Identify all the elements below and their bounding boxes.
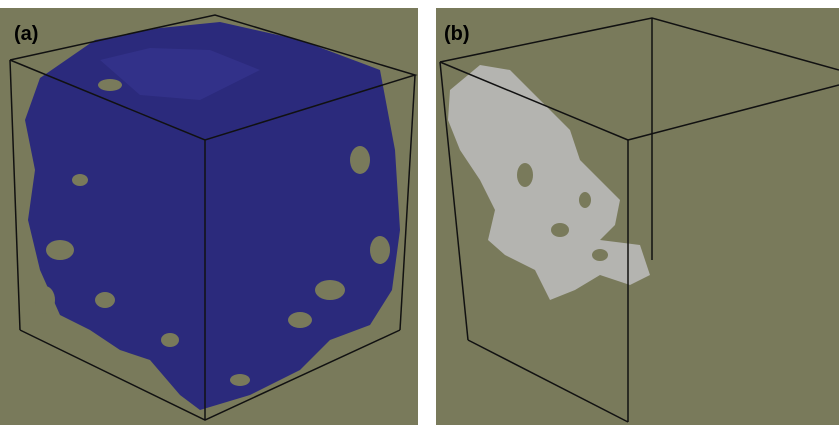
panel-label: (b) — [444, 23, 470, 45]
panel-label: (a) — [14, 23, 38, 45]
panel-a: (a) — [0, 8, 418, 425]
figure: (a) (b) — [0, 0, 839, 425]
page: (a) (b) (() => { const data = JSON.parse… — [0, 0, 839, 425]
panel-b: (b) — [436, 8, 839, 425]
